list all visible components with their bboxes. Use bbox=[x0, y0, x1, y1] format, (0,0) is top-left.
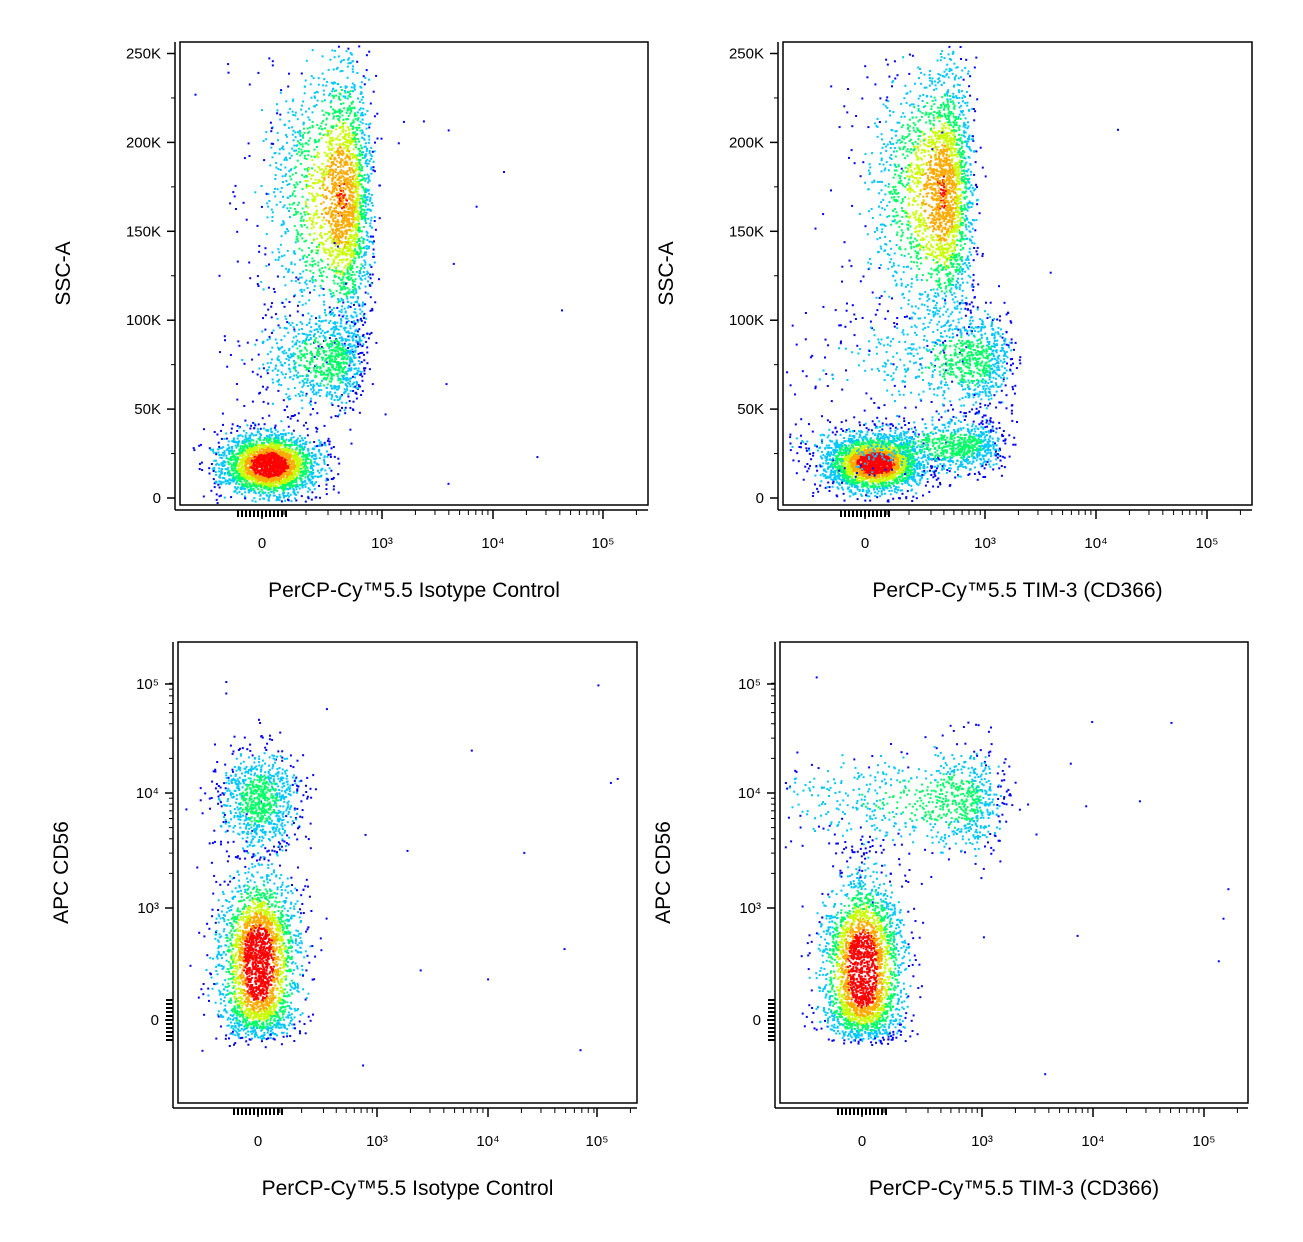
x-axis-title: PerCP-Cy™5.5 TIM-3 (CD366) bbox=[869, 1177, 1159, 1200]
y-tick-label: 0 bbox=[153, 490, 161, 507]
y-axis: 0 10³ 10⁴ 10⁵ bbox=[738, 642, 775, 1108]
plot-panel-bottom-left: 0 10³ 10⁴ 10⁵ 0 10³ 10⁴ 10⁵ PerCP-Cy™5.5 Isotype… bbox=[50, 642, 637, 1200]
x-axis-title: PerCP-Cy™5.5 Isotype Control bbox=[262, 1177, 554, 1200]
y-tick-label: 250K bbox=[126, 46, 161, 63]
population-3 bbox=[224, 277, 374, 427]
y-axis: 0 10³ 10⁴ 10⁵ bbox=[136, 642, 173, 1108]
x-tick-label: 10⁴ bbox=[476, 1133, 499, 1150]
y-axis-title: SSC-A bbox=[52, 241, 75, 305]
y-tick-label: 250K bbox=[729, 46, 764, 63]
x-tick-label: 10⁴ bbox=[1081, 1133, 1104, 1150]
x-tick-label: 10⁵ bbox=[586, 1133, 609, 1150]
y-tick-label: 150K bbox=[126, 223, 161, 240]
y-axis: 0 50K 100K 150K 200K 250K bbox=[126, 42, 175, 510]
population-2 bbox=[185, 719, 317, 868]
x-tick-label: 10³ bbox=[974, 535, 996, 552]
x-axis-title: PerCP-Cy™5.5 TIM-3 (CD366) bbox=[872, 579, 1162, 602]
y-tick-label: 50K bbox=[737, 401, 764, 418]
x-tick-label: 10⁴ bbox=[1084, 535, 1107, 552]
y-axis: 0 50K 100K 150K 200K 250K bbox=[729, 42, 778, 510]
x-axis: 0 10³ 10⁴ 10⁵ bbox=[778, 510, 1252, 552]
x-tick-label: 0 bbox=[258, 535, 266, 552]
x-tick-label: 0 bbox=[858, 1133, 866, 1150]
population-1 bbox=[193, 412, 341, 504]
x-tick-label: 10³ bbox=[971, 1133, 993, 1150]
y-tick-label: 10⁴ bbox=[738, 785, 761, 802]
event-points bbox=[185, 681, 618, 1067]
y-axis-title: SSC-A bbox=[655, 241, 678, 305]
y-tick-label: 10³ bbox=[739, 900, 761, 917]
outlier-points bbox=[219, 63, 563, 485]
event-points bbox=[786, 46, 1119, 503]
population-1 bbox=[801, 818, 924, 1046]
event-points bbox=[193, 45, 563, 504]
x-tick-label: 0 bbox=[254, 1133, 262, 1150]
y-tick-label: 0 bbox=[756, 490, 764, 507]
y-tick-label: 200K bbox=[126, 134, 161, 151]
x-tick-label: 10⁵ bbox=[1193, 1133, 1216, 1150]
y-tick-label: 50K bbox=[134, 401, 161, 418]
plot-panel-bottom-right: 0 10³ 10⁴ 10⁵ 0 10³ 10⁴ 10⁵ PerCP-Cy™5.5 TIM-3 (… bbox=[652, 642, 1248, 1200]
x-tick-label: 0 bbox=[861, 535, 869, 552]
y-tick-label: 0 bbox=[753, 1012, 761, 1029]
x-tick-label: 10³ bbox=[371, 535, 393, 552]
x-axis-title: PerCP-Cy™5.5 Isotype Control bbox=[268, 579, 560, 602]
y-tick-label: 10⁴ bbox=[136, 785, 159, 802]
x-tick-label: 10⁴ bbox=[481, 535, 504, 552]
y-tick-label: 100K bbox=[126, 312, 161, 329]
y-axis-title: APC CD56 bbox=[50, 821, 73, 924]
population-2 bbox=[785, 722, 1021, 885]
event-points bbox=[785, 676, 1230, 1075]
plot-panel-top-left: 0 10³ 10⁴ 10⁵ 0 50K 100K 150K 200K 250K PerCP-Cy™5… bbox=[52, 42, 648, 602]
y-tick-label: 0 bbox=[151, 1012, 159, 1029]
x-tick-label: 10³ bbox=[366, 1133, 388, 1150]
x-axis: 0 10³ 10⁴ 10⁵ bbox=[173, 1108, 637, 1150]
x-axis: 0 10³ 10⁴ 10⁵ bbox=[775, 1108, 1248, 1150]
y-tick-label: 10⁵ bbox=[738, 676, 761, 693]
x-tick-label: 10⁵ bbox=[1196, 535, 1219, 552]
y-tick-label: 10³ bbox=[137, 900, 159, 917]
y-axis-title: APC CD56 bbox=[652, 821, 675, 924]
y-tick-label: 150K bbox=[729, 223, 764, 240]
population-3 bbox=[786, 283, 1021, 428]
x-axis: 0 10³ 10⁴ 10⁵ bbox=[175, 510, 648, 552]
population-2 bbox=[195, 45, 383, 444]
y-tick-label: 200K bbox=[729, 134, 764, 151]
y-tick-label: 10⁵ bbox=[136, 676, 159, 693]
x-tick-label: 10⁵ bbox=[592, 535, 615, 552]
plot-panel-top-right: 0 10³ 10⁴ 10⁵ 0 50K 100K 150K 200K 250K PerCP-Cy™5… bbox=[655, 42, 1252, 602]
y-tick-label: 100K bbox=[729, 312, 764, 329]
